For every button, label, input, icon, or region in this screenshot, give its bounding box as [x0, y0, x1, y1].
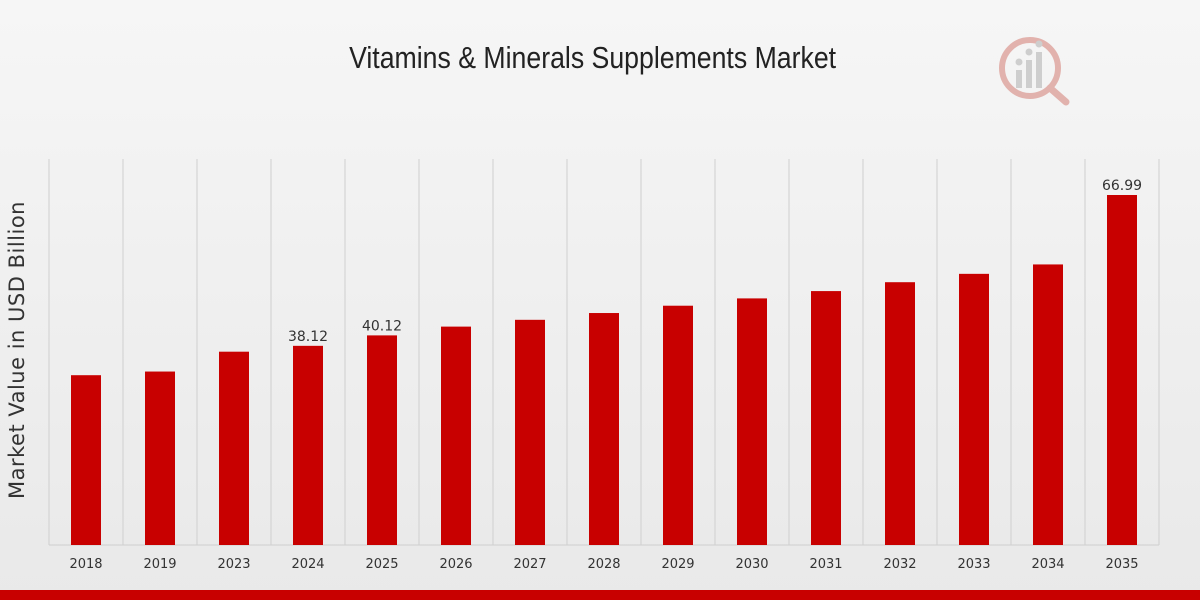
bar-2035 — [1107, 195, 1137, 545]
bar-2028 — [589, 313, 619, 545]
bar-2029 — [663, 305, 693, 545]
bar-2025 — [367, 335, 397, 545]
chart-title: Vitamins & Minerals Supplements Market — [349, 40, 837, 75]
x-tick-label: 2018 — [69, 557, 102, 572]
bar-2026 — [441, 326, 471, 545]
brand-logo-icon — [999, 37, 1070, 106]
x-tick-label: 2026 — [439, 557, 472, 572]
data-labels: 38.12 40.12 66.99 — [288, 178, 1142, 345]
x-tick-label: 2033 — [957, 557, 990, 572]
bar-2018 — [71, 375, 101, 545]
data-label-2025: 40.12 — [362, 318, 402, 334]
x-tick-label: 2030 — [735, 557, 768, 572]
bar-2031 — [811, 291, 841, 545]
bottom-accent-bar — [0, 590, 1200, 600]
x-tick-label: 2024 — [291, 557, 324, 572]
bar-2019 — [145, 371, 175, 545]
x-tick-label: 2035 — [1105, 557, 1138, 572]
bar-2032 — [885, 282, 915, 545]
x-tick-label: 2027 — [513, 557, 546, 572]
bar-2024 — [293, 345, 323, 545]
bar-2023 — [219, 351, 249, 545]
bar-2033 — [959, 273, 989, 545]
x-tick-label: 2031 — [809, 557, 842, 572]
bar-2030 — [737, 298, 767, 545]
x-tick-label: 2029 — [661, 557, 694, 572]
x-tick-label: 2032 — [883, 557, 916, 572]
bars — [71, 195, 1137, 545]
x-tick-label: 2025 — [365, 557, 398, 572]
x-tick-label: 2019 — [143, 557, 176, 572]
data-label-2035: 66.99 — [1102, 178, 1142, 194]
data-label-2024: 38.12 — [288, 329, 328, 345]
x-tick-label: 2028 — [587, 557, 620, 572]
bar-2034 — [1033, 264, 1063, 545]
x-tick-labels: 2018 2019 2023 2024 2025 2026 2027 2028 2029 2030… — [69, 557, 1138, 572]
x-tick-label: 2023 — [217, 557, 250, 572]
x-tick-label: 2034 — [1031, 557, 1064, 572]
bar-2027 — [515, 319, 545, 545]
grid-lines — [48, 159, 1160, 546]
